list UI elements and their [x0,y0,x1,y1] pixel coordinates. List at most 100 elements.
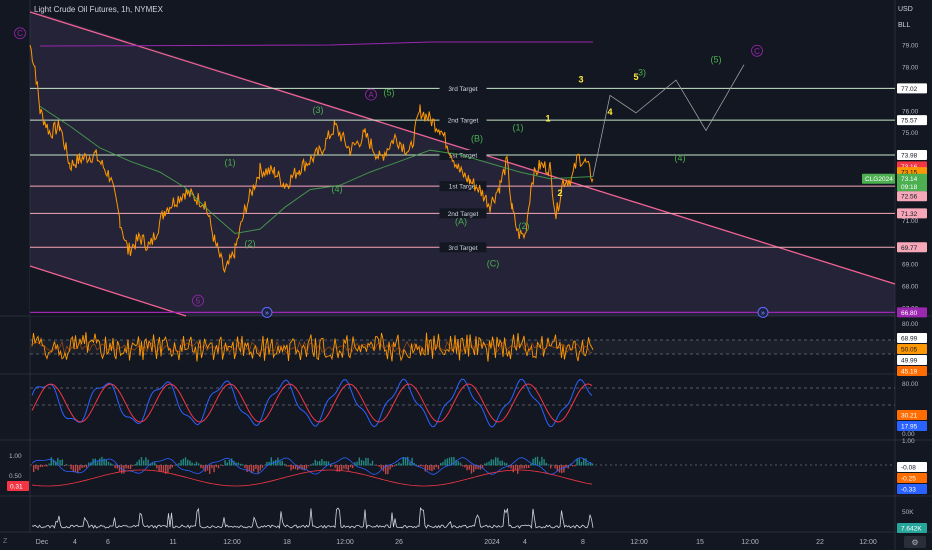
price-badge-text: 73.15 [901,170,918,177]
macd-bar [169,465,171,470]
macd-bar [140,457,143,466]
macd-bar [308,465,310,467]
macd-bar [35,465,37,469]
price-badge-text: 69.77 [901,245,918,252]
macd-bar [363,460,365,466]
symbol-tag-bg [862,173,895,184]
macd-bar [583,458,585,466]
macd-bar [545,462,547,466]
macd-bar [420,465,422,467]
macd-bar [178,463,180,466]
unit-selector[interactable]: BLL [898,22,911,29]
lower-trendline [29,265,187,317]
macd-bar [99,458,101,466]
macd-bar [400,463,402,466]
macd-bar [261,465,264,468]
macd-bar [393,465,396,467]
macd-bar [470,465,473,474]
macd-bar [534,457,536,466]
macd-bar [506,463,508,466]
macd-bar [580,461,583,466]
indicator-badge-text: -0.25 [901,476,916,483]
rsi-signal [31,339,593,355]
wave-label: 1 [545,114,550,124]
indicator-badge-text: 68.99 [901,336,918,343]
timezone-icon[interactable]: Z [3,538,8,545]
rsi-line [31,332,594,362]
wave-label: 3 [578,74,583,84]
macd-bar [380,465,382,469]
macd-bar [167,465,169,474]
wave-label: (3) [313,105,324,115]
time-axis-label: Dec [36,539,49,546]
macd-bar [171,465,173,468]
wave-label: C [754,47,760,56]
symbol-title[interactable]: Light Crude Oil Futures, 1h, NYMEX [34,5,163,14]
macd-bar [259,465,261,471]
alert-icon[interactable]: » [261,306,273,318]
indicator-badge-text: 30.21 [901,413,918,420]
macd-bar [429,465,431,471]
macd-bar [585,458,587,466]
macd-bar [101,456,103,466]
macd-bar [525,465,528,469]
price-badge [897,242,927,253]
macd-bar [407,456,409,466]
time-axis-label: 15 [696,539,704,546]
macd-bar [195,461,198,466]
indicator-left-tick: 0.50 [9,473,22,480]
macd-bar [50,457,52,466]
macd-bar [279,461,281,466]
macd-bar [132,465,134,467]
macd-bar [354,462,356,466]
price-series [29,44,594,274]
macd-bar [147,459,149,466]
settings-button[interactable] [904,536,926,548]
macd-bar [521,465,523,469]
macd-bar [57,457,59,466]
time-axis-label: 6 [106,539,110,546]
macd-bar [112,464,114,466]
indicator-badge-text: 50.05 [901,347,918,354]
wave-label: (2) [245,239,256,249]
macd-bar [446,458,448,466]
macd-bar [341,465,343,471]
price-badge [897,115,927,126]
alert-icon[interactable]: » [757,306,769,318]
indicator-left-badge-text: 0.31 [10,484,23,491]
macd-bar [481,465,484,469]
indicator-badge-text: 17.95 [901,424,918,431]
macd-bar [301,465,303,470]
indicator-badge [897,473,927,483]
macd-bar [576,458,578,466]
macd-bar [418,465,420,467]
time-axis-label: 4 [73,539,77,546]
macd-bar [149,464,151,466]
wave-label: C [17,29,23,38]
currency-selector[interactable]: USD [898,6,913,13]
macd-bar [334,465,336,468]
macd-bar [486,462,488,466]
macd-bar [536,456,539,466]
macd-bar [574,465,576,467]
macd-bar [136,461,138,466]
macd-bar [477,465,479,470]
indicator-badge [897,344,927,354]
indicator-badge [897,355,927,365]
time-axis-label: 12:00 [336,539,354,546]
macd-bar [231,458,233,466]
macd-bar [578,458,580,466]
macd-bar [224,460,226,466]
macd-bar [242,464,244,466]
indicator-tick: 1.00 [902,438,915,445]
price-badge-text: 73.98 [901,153,918,160]
wave-label: (C) [487,258,500,268]
wave-label: (B) [471,133,483,143]
macd-bar [349,465,352,468]
macd-bar [110,463,112,466]
macd-bar [222,465,224,466]
macd-bar [391,465,393,468]
macd-bar [497,457,499,466]
price-badge [897,191,927,202]
